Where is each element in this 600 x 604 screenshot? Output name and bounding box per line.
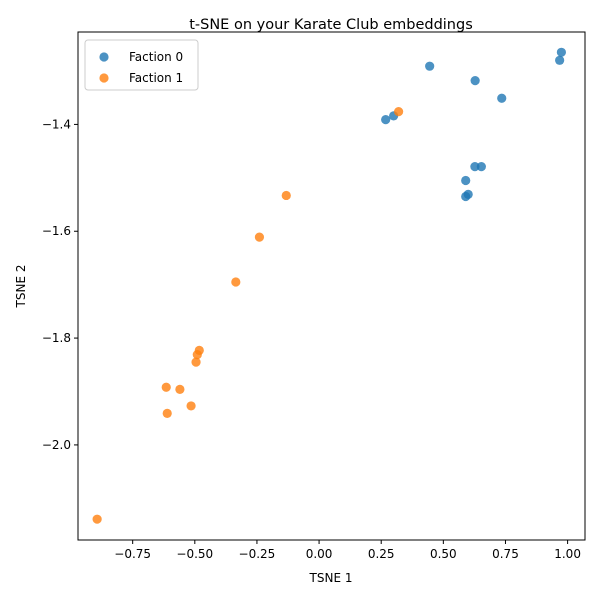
plot-frame [77, 31, 586, 541]
data-point-faction-0-11 [461, 191, 471, 202]
data-point-faction-0-5 [381, 115, 391, 125]
legend-label-faction-1: Faction 1 [129, 71, 183, 85]
y-axis-label: TSNE 2 [14, 265, 28, 309]
data-point-faction-1-9 [186, 401, 196, 411]
chart-title: t-SNE on your Karate Club embeddings [189, 17, 473, 33]
data-point-faction-1-1 [281, 190, 291, 201]
data-point-faction-1-6 [191, 357, 201, 367]
data-point-faction-0-2 [497, 93, 507, 103]
data-point-faction-0-7 [470, 162, 480, 172]
x-axis: −0.75 −0.50 −0.25 0.00 0.25 0.50 0.75 1.00 [114, 540, 581, 561]
data-point-faction-1-3 [231, 277, 241, 287]
x-tick-label: 0.25 [368, 547, 395, 561]
legend-frame [84, 39, 199, 91]
x-tick-label: 0.00 [306, 547, 333, 561]
y-tick-label: −1.4 [42, 117, 71, 131]
x-tick-label: 0.75 [492, 547, 519, 561]
legend-marker-faction-0 [99, 52, 109, 62]
legend-marker-faction-1 [99, 73, 109, 83]
y-tick-label: −1.6 [42, 224, 71, 238]
legend-label-faction-0: Faction 0 [129, 50, 183, 64]
points-layer [92, 47, 566, 524]
data-point-faction-1-0 [394, 106, 404, 117]
data-point-faction-0-8 [476, 162, 486, 172]
data-point-faction-1-5 [192, 350, 202, 360]
data-point-faction-1-7 [161, 382, 171, 392]
x-tick-label: 0.50 [430, 547, 457, 561]
x-tick-label: −0.25 [239, 547, 276, 561]
data-point-faction-1-11 [92, 514, 102, 524]
x-axis-label: TSNE 1 [309, 571, 353, 585]
y-tick-label: −1.8 [42, 331, 71, 345]
data-point-faction-1-10 [162, 408, 172, 419]
data-point-faction-1-8 [175, 384, 185, 394]
data-point-faction-0-1 [470, 76, 480, 86]
data-point-faction-0-0 [425, 61, 435, 71]
x-tick-label: 1.00 [554, 547, 581, 561]
data-point-faction-0-3 [555, 55, 565, 65]
y-axis: −2.0 −1.8 −1.6 −1.4 [42, 117, 78, 452]
data-point-faction-0-9 [461, 175, 471, 186]
x-tick-label: −0.75 [114, 547, 151, 561]
y-tick-label: −2.0 [42, 438, 71, 452]
data-point-faction-0-4 [556, 47, 566, 57]
data-point-faction-1-2 [254, 232, 265, 242]
legend: Faction 0 Faction 1 [84, 39, 199, 91]
x-tick-label: −0.50 [176, 547, 213, 561]
